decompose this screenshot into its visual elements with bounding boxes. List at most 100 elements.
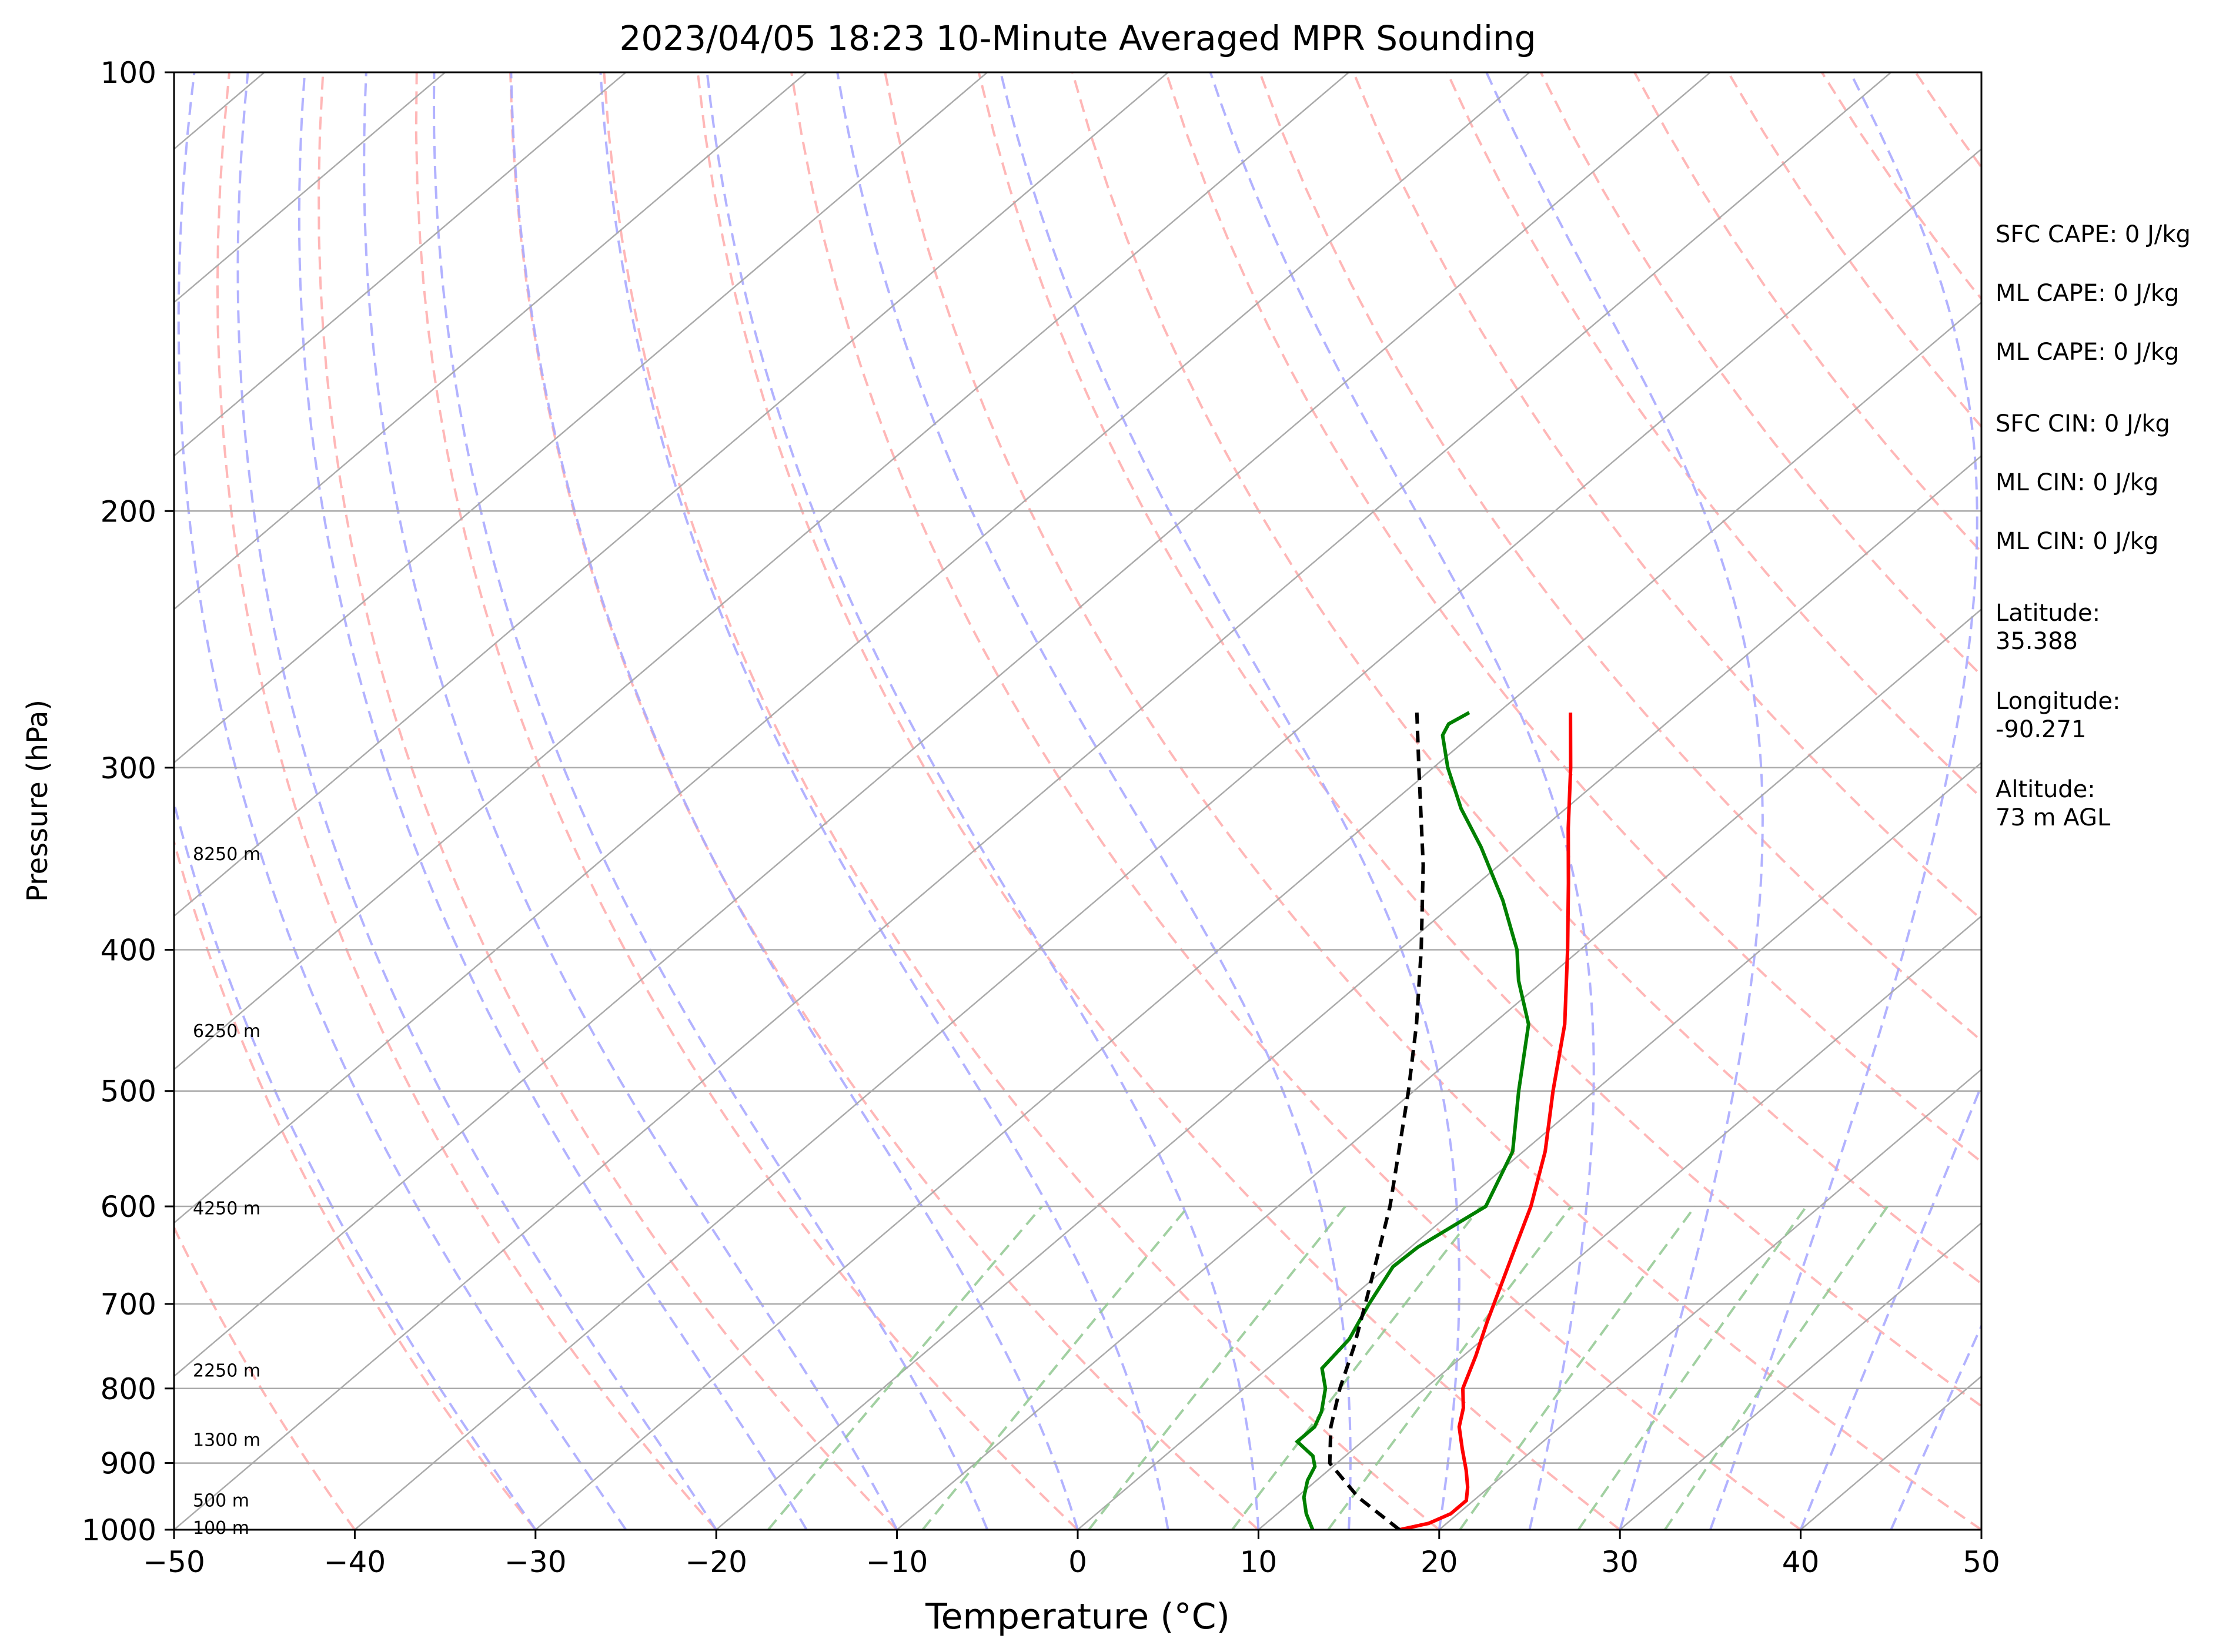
moist-adiabat <box>1799 1082 1981 1530</box>
y-tick-label: 1000 <box>82 1513 156 1547</box>
y-tick-label: 700 <box>101 1288 156 1322</box>
x-tick-label: −50 <box>143 1545 205 1579</box>
isotherm <box>534 301 1981 1530</box>
dry-adiabat <box>1258 72 1981 1042</box>
moist-adiabat <box>510 72 1079 1530</box>
moist-adiabat <box>1709 72 1978 1530</box>
annotation-line: ML CAPE: 0 J/kg <box>1996 339 2179 366</box>
height-labels: 100 m 500 m 1300 m 2250 m 4250 m 6250 m 8250 m <box>193 844 260 1539</box>
moist-adiabat <box>1890 1323 1981 1530</box>
isotherm <box>174 72 1711 1377</box>
moist-adiabat <box>706 72 1260 1530</box>
y-tick-label: 800 <box>101 1372 156 1406</box>
dry-adiabat <box>174 1225 356 1530</box>
isotherm <box>174 72 1530 1224</box>
x-tick-label: −20 <box>685 1545 747 1579</box>
y-tick-label: 400 <box>101 934 156 968</box>
moist-adiabat <box>363 72 898 1530</box>
height-label: 4250 m <box>193 1199 260 1219</box>
x-tick-label: 10 <box>1240 1545 1278 1579</box>
annotation-line: SFC CAPE: 0 J/kg <box>1996 221 2191 248</box>
chart-title: 2023/04/05 18:23 10-Minute Averaged MPR … <box>619 18 1536 58</box>
x-tick-label: −30 <box>504 1545 567 1579</box>
mixing-ratio-line <box>1664 1205 1889 1530</box>
isotherm <box>174 72 988 764</box>
annotation-line: Latitude: <box>1996 600 2100 627</box>
height-label: 2250 m <box>193 1361 260 1382</box>
dry-adiabat <box>1352 72 1981 921</box>
annotation-line: ML CIN: 0 J/kg <box>1996 469 2158 496</box>
isotherm <box>1619 1222 1981 1530</box>
annotation-text: Altitude: 73 m AGL <box>1996 776 2111 831</box>
height-label: 100 m <box>193 1518 249 1539</box>
dry-adiabat <box>174 837 537 1530</box>
dry-adiabat <box>216 72 717 1530</box>
dry-adiabat <box>415 72 1079 1530</box>
dry-adiabat <box>509 72 1259 1530</box>
dry-adiabat <box>977 72 1981 1408</box>
isotherm <box>716 454 1981 1530</box>
y-tick-label: 600 <box>101 1190 156 1224</box>
annotation-text: Latitude: 35.388 <box>1996 600 2100 655</box>
annotation-line: ML CAPE: 0 J/kg <box>1996 280 2179 307</box>
x-tick-label: 40 <box>1782 1545 1820 1579</box>
mixing-ratio-line <box>767 1205 1043 1530</box>
axis-ticks: −50 −40 −30 −20 −10 0 10 20 30 40 50 1000 900 800 700 6… <box>82 56 2000 1579</box>
isotherm <box>174 72 1169 917</box>
annotations: SFC CAPE: 0 J/kg ML CAPE: 0 J/kg ML CAPE: … <box>1996 221 2191 831</box>
moist-adiabat <box>836 72 1352 1530</box>
annotation-line: SFC CIN: 0 J/kg <box>1996 410 2170 437</box>
annotation-text: Longitude: -90.271 <box>1996 688 2120 743</box>
mixing-ratio-line <box>1327 1205 1572 1530</box>
mixing-ratio-line <box>1088 1205 1346 1530</box>
dry-adiabat <box>603 72 1440 1530</box>
temperature-line <box>1399 713 1573 1530</box>
annotation-line: Longitude: <box>1996 688 2120 715</box>
y-tick-label: 900 <box>101 1447 156 1481</box>
y-tick-label: 100 <box>101 56 156 90</box>
background-grid <box>174 72 1981 1530</box>
annotation-line: 35.388 <box>1996 628 2078 655</box>
y-tick-label: 300 <box>101 751 156 785</box>
parcel-line <box>1328 712 1425 1530</box>
height-label: 8250 m <box>193 844 260 865</box>
annotation-line: -90.271 <box>1996 716 2086 743</box>
dry-adiabat <box>317 72 898 1530</box>
height-label: 6250 m <box>193 1021 260 1042</box>
isotherm <box>174 72 1349 1071</box>
isotherm <box>896 608 1981 1530</box>
x-axis-label: Temperature (°C) <box>925 1596 1230 1637</box>
y-tick-label: 200 <box>101 494 156 529</box>
isotherm <box>174 72 1892 1530</box>
annotation-text: ML CIN: 0 J/kg <box>1996 528 2158 555</box>
isotherm <box>354 148 1981 1530</box>
dry-adiabat <box>1071 72 1981 1285</box>
dewpoint-line <box>1294 711 1530 1530</box>
x-tick-label: 0 <box>1068 1545 1087 1579</box>
moist-adiabat <box>174 798 537 1530</box>
dry-adiabat <box>790 72 1801 1530</box>
x-tick-label: −10 <box>866 1545 928 1579</box>
moist-adiabat <box>236 72 717 1530</box>
mixing-ratio-line <box>1577 1205 1807 1530</box>
moist-adiabat <box>298 72 808 1530</box>
dry-adiabat <box>696 72 1621 1530</box>
moist-adiabat <box>599 72 1169 1530</box>
annotation-text: ML CAPE: 0 J/kg <box>1996 280 2179 307</box>
isotherm <box>174 72 627 457</box>
annotation-text: SFC CAPE: 0 J/kg <box>1996 221 2191 248</box>
moist-adiabat <box>177 72 627 1530</box>
moist-adiabat <box>1209 72 1595 1530</box>
x-tick-label: 30 <box>1601 1545 1639 1579</box>
moist-adiabat <box>999 72 1460 1530</box>
height-label: 500 m <box>193 1490 249 1511</box>
dry-adiabat <box>1539 72 1981 677</box>
x-tick-label: 20 <box>1421 1545 1458 1579</box>
mixing-ratio-line <box>921 1205 1189 1530</box>
annotation-text: ML CAPE: 0 J/kg <box>1996 339 2179 366</box>
series-layer <box>1294 711 1573 1530</box>
mixing-ratio-line <box>1231 1205 1482 1530</box>
height-label: 1300 m <box>193 1430 260 1451</box>
isotherm <box>1438 1068 1981 1530</box>
